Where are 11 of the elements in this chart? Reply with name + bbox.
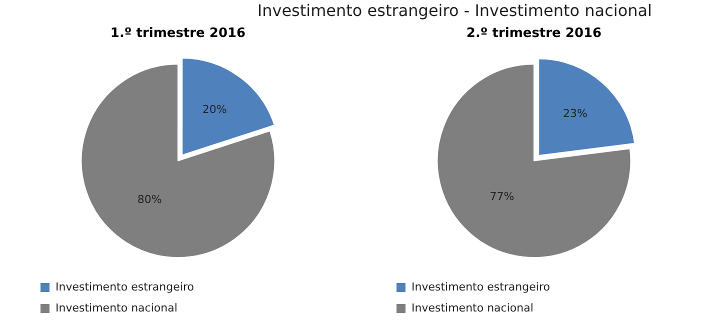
data-label: 77% xyxy=(490,190,514,203)
data-label: 20% xyxy=(202,103,227,116)
chart-title: 2.º trimestre 2016 xyxy=(466,26,602,42)
chart-title: 1.º trimestre 2016 xyxy=(110,26,246,42)
legend-label: Investimento nacional xyxy=(412,301,534,314)
legend-label: Investimento estrangeiro xyxy=(412,280,550,294)
data-label: 80% xyxy=(137,192,162,206)
data-label: 23% xyxy=(563,106,588,120)
text: Investimento estrangeiro - Investimento nacional xyxy=(256,0,653,22)
legend-label: Investimento estrangeiro xyxy=(56,280,194,294)
legend-label: Investimento nacional xyxy=(56,301,178,314)
